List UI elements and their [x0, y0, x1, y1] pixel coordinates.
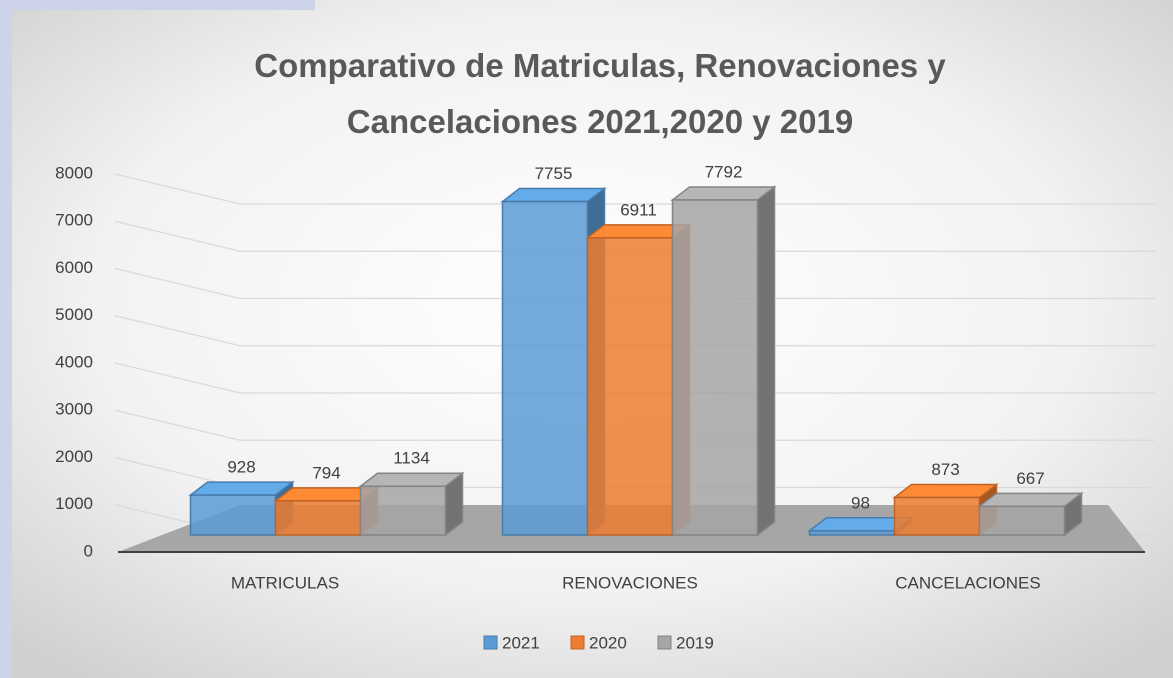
- value-label: 1134: [393, 449, 430, 468]
- bar: [274, 500, 362, 536]
- bar: [978, 505, 1066, 536]
- y-tick-label: 0: [84, 541, 93, 560]
- bar: [586, 237, 674, 536]
- bar-side: [756, 185, 776, 537]
- value-label: 873: [931, 460, 959, 479]
- bar: [501, 200, 589, 536]
- bar-top: [188, 481, 295, 496]
- value-label: 7755: [535, 164, 573, 183]
- y-tick-label: 6000: [55, 258, 93, 277]
- value-label: 7792: [705, 162, 743, 181]
- bar: [893, 496, 981, 536]
- grid-line: [114, 409, 1155, 441]
- value-label: 667: [1016, 469, 1044, 488]
- grid-line: [114, 267, 1155, 300]
- legend-label: 2021: [502, 633, 540, 652]
- bar-top: [670, 186, 777, 201]
- value-label: 6911: [620, 200, 657, 219]
- bar: [808, 530, 896, 536]
- grid-line: [114, 362, 1155, 394]
- bar-top: [358, 472, 465, 487]
- legend-swatch: [570, 635, 585, 650]
- bar: [359, 485, 447, 536]
- y-tick-label: 3000: [55, 400, 93, 419]
- bar-top: [977, 492, 1084, 508]
- legend-swatch: [657, 635, 672, 650]
- y-tick-label: 4000: [55, 352, 93, 371]
- y-tick-label: 1000: [55, 494, 93, 513]
- bar: [671, 199, 759, 536]
- y-tick-label: 2000: [55, 447, 93, 466]
- bar-top: [500, 187, 607, 203]
- value-label: 98: [851, 493, 870, 512]
- y-tick-label: 7000: [55, 211, 93, 230]
- value-label: 794: [312, 463, 340, 482]
- chart-title: Comparativo de Matriculas, Renovaciones …: [254, 47, 946, 140]
- legend-label: 2020: [589, 633, 627, 652]
- bar-top: [892, 483, 999, 499]
- bar: [189, 494, 277, 536]
- grid-line: [114, 173, 1155, 205]
- x-tick-label: CANCELACIONES: [895, 573, 1040, 592]
- grid-line: [114, 315, 1155, 347]
- value-label: 928: [227, 458, 255, 477]
- legend-label: 2019: [676, 633, 714, 652]
- y-tick-label: 5000: [55, 305, 93, 324]
- top-strip: [0, 0, 315, 10]
- y-tick-label: 8000: [55, 163, 93, 182]
- x-tick-label: MATRICULAS: [231, 573, 339, 592]
- grid-line: [114, 220, 1155, 252]
- left-strip: [0, 0, 12, 678]
- legend-swatch: [483, 635, 498, 650]
- x-tick-label: RENOVACIONES: [562, 573, 698, 592]
